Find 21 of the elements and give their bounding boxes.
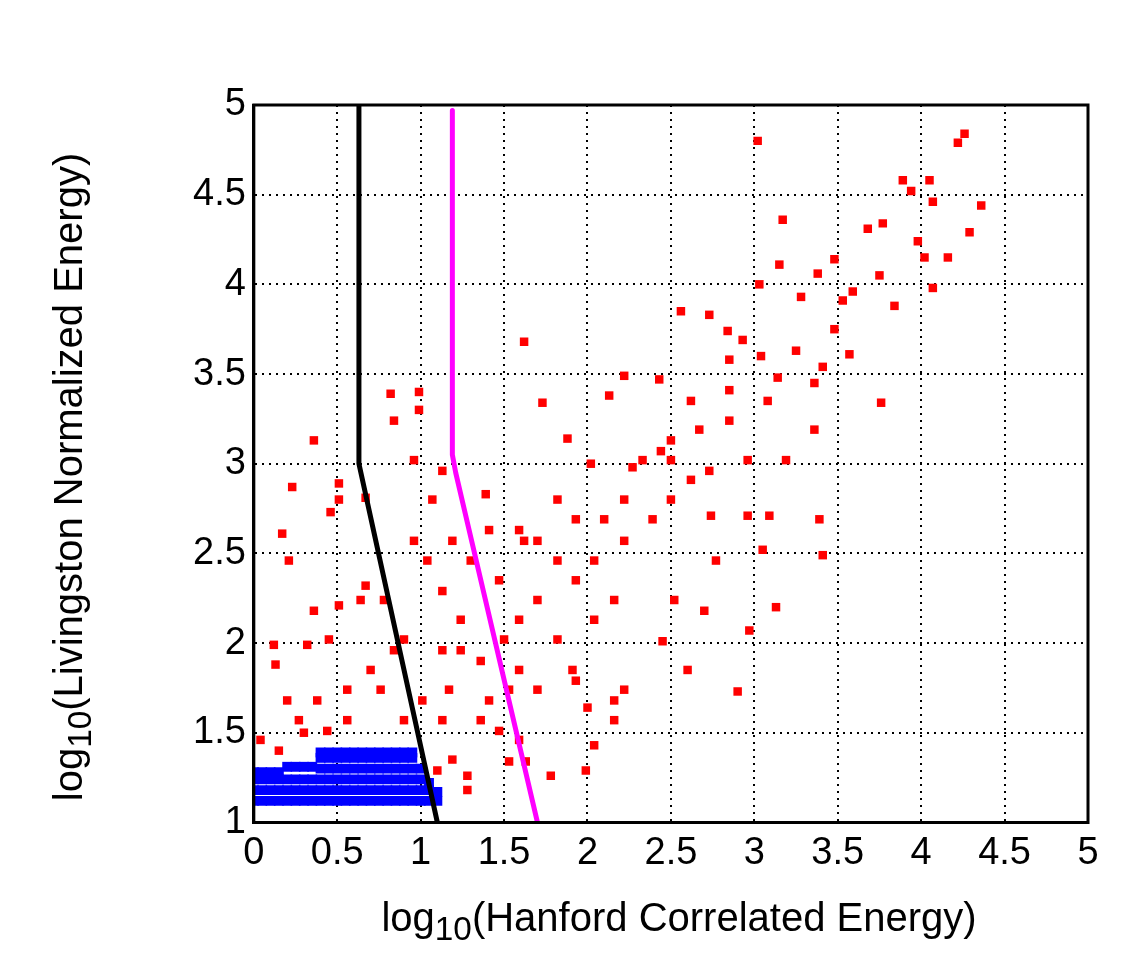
x-tick-label: 3 (743, 829, 765, 872)
x-tick-label: 1.5 (477, 829, 531, 872)
y-tick-label: 2.5 (193, 529, 246, 572)
y-tick-label: 4 (224, 260, 246, 303)
x-axis-title: log$_{10}$(Hanford Correlated Energy) (380, 895, 978, 948)
y-tick-label: 1.5 (193, 709, 246, 752)
x-tick-label: 0 (243, 829, 265, 872)
y-tick-label: 3 (224, 440, 246, 483)
y-tick-label: 1 (224, 798, 246, 841)
y-tick-label: 3.5 (193, 350, 246, 393)
x-tick-label: 1 (410, 829, 432, 872)
x-tick-label: 2.5 (644, 829, 698, 872)
x-tick-label: 5 (1077, 829, 1099, 872)
x-tick-label: 0.5 (310, 829, 364, 872)
x-tick-label: 4.5 (978, 829, 1031, 872)
y-tick-label: 4.5 (193, 171, 246, 214)
y-tick-label: 5 (224, 81, 246, 124)
x-tick-label: 4 (910, 829, 932, 872)
x-tick-label: 2 (576, 829, 599, 872)
x-tick-label: 3.5 (811, 829, 865, 872)
y-tick-label: 2 (224, 619, 246, 662)
